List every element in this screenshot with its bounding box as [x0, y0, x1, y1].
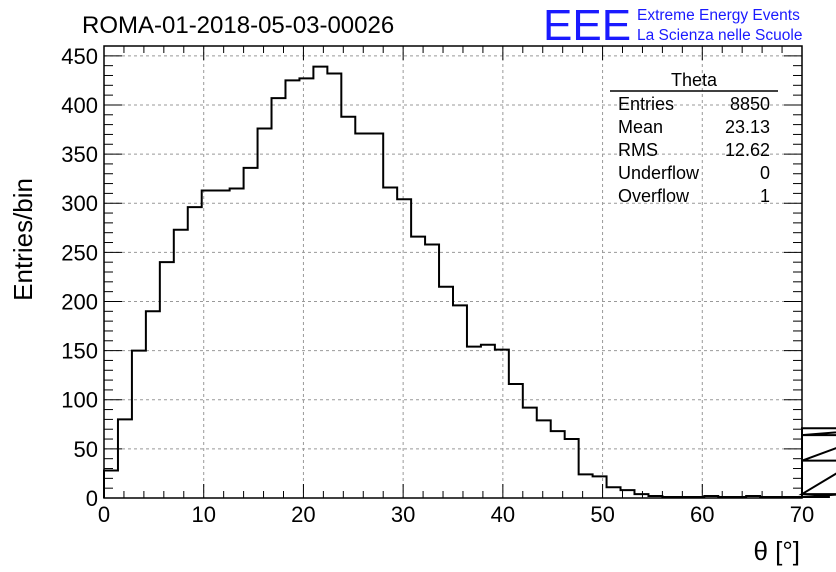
y-tick-label: 50: [74, 437, 98, 462]
histogram-bin: [146, 311, 160, 498]
y-tick-label: 450: [61, 44, 98, 69]
y-tick-label: 200: [61, 289, 98, 314]
x-axis-label: θ [°]: [753, 536, 800, 566]
stats-title: Theta: [671, 70, 718, 90]
histogram-bin: [383, 187, 397, 498]
histogram-bin: [453, 305, 467, 498]
stats-row-label: Underflow: [618, 163, 700, 183]
histogram-bin: [481, 345, 495, 498]
histogram-bin: [327, 74, 341, 498]
histogram-bin: [132, 351, 146, 498]
logo-line-1: Extreme Energy Events: [637, 7, 800, 24]
histogram-bin: [174, 230, 188, 498]
stats-row-value: 1: [760, 186, 770, 206]
y-tick-label: 100: [61, 388, 98, 413]
histogram-bin: [118, 419, 132, 498]
histogram-bin: [299, 78, 313, 498]
histogram-bin: [551, 431, 565, 498]
histogram-bin: [355, 133, 369, 498]
stats-row-value: 0: [760, 163, 770, 183]
x-tick-label: 20: [291, 502, 315, 527]
histogram-bin: [104, 470, 118, 498]
histogram-bin: [272, 98, 286, 498]
histogram-bin: [593, 476, 607, 498]
histogram-bin: [523, 408, 537, 498]
plot-area-border: [103, 45, 803, 499]
histogram-bin: [467, 347, 481, 498]
chart-title: ROMA-01-2018-05-03-00026: [82, 12, 394, 39]
histogram-bin: [495, 350, 509, 498]
stats-rows: Entries 8850 Mean 23.13 RMS 12.62 Underflow 0 Ov…: [618, 94, 770, 206]
logo-line-2: La Scienza nelle Scuole: [637, 27, 802, 44]
histogram-bin: [313, 67, 327, 498]
histogram-bin: [425, 244, 439, 498]
stats-box: Theta Entries 8850 Mean 23.13 RMS 12.62 Underf…: [610, 70, 778, 206]
histogram: [103, 65, 836, 499]
axis-ticks: [103, 45, 803, 499]
histogram-bin: [285, 80, 299, 498]
histogram-bin: [258, 129, 272, 498]
grid-lines: [104, 46, 802, 498]
histogram-bin: [607, 487, 621, 498]
histogram-bin: [579, 474, 593, 498]
tick-labels: 0 10 20 30 40 50 60 700501001502002503003504004…: [61, 44, 814, 527]
x-tick-label: 50: [590, 502, 614, 527]
x-tick-label: 70: [790, 502, 814, 527]
stats-row-label: Overflow: [618, 186, 690, 206]
histogram-bin: [341, 117, 355, 498]
y-tick-label: 400: [61, 93, 98, 118]
histogram-bin: [411, 237, 425, 498]
stats-row-value: 8850: [730, 94, 770, 114]
x-tick-label: 60: [690, 502, 714, 527]
y-axis-label: Entries/bin: [8, 178, 38, 301]
y-tick-label: 0: [86, 486, 98, 511]
plot-frame: [103, 45, 803, 499]
x-tick-label: 0: [98, 502, 110, 527]
histogram-bin: [439, 287, 453, 498]
histogram-bin: [188, 207, 202, 498]
y-tick-label: 250: [61, 240, 98, 265]
y-tick-label: 150: [61, 339, 98, 364]
histogram-bin: [202, 190, 216, 498]
stats-row-value: 12.62: [725, 140, 770, 160]
stats-row-label: Mean: [618, 117, 663, 137]
histogram-bin: [565, 439, 579, 498]
x-tick-label: 30: [391, 502, 415, 527]
histogram-bin: [160, 262, 174, 498]
stats-row-label: RMS: [618, 140, 658, 160]
y-tick-label: 350: [61, 142, 98, 167]
histogram-bin: [369, 133, 383, 498]
histogram-bin: [216, 190, 230, 498]
logo-letters: EEE: [543, 1, 631, 50]
histogram-bin: [509, 384, 523, 498]
stats-row-value: 23.13: [725, 117, 770, 137]
histogram-outline: [103, 65, 836, 499]
histogram-bin: [230, 188, 244, 498]
eee-logo: EEE Extreme Energy Events La Scienza nel…: [543, 1, 802, 50]
histogram-bin: [537, 420, 551, 498]
histogram-bin: [397, 199, 411, 498]
y-tick-label: 300: [61, 191, 98, 216]
stats-row-label: Entries: [618, 94, 674, 114]
x-tick-label: 40: [491, 502, 515, 527]
x-tick-label: 10: [191, 502, 215, 527]
